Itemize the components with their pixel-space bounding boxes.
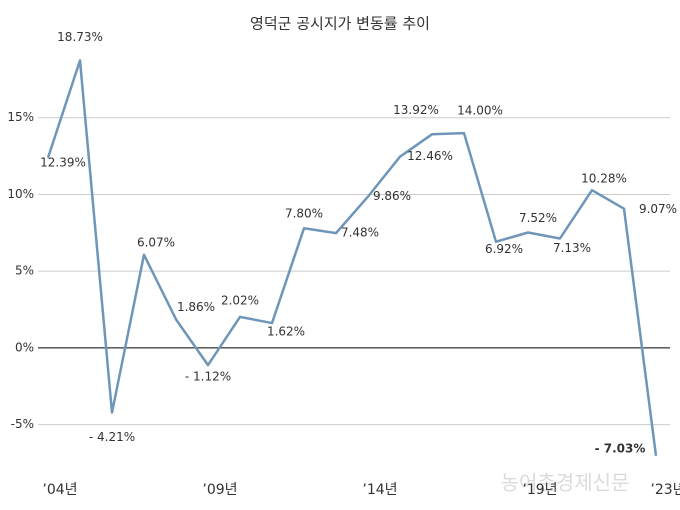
y-tick-label: 5% <box>15 264 34 278</box>
data-label: 12.46% <box>407 149 453 163</box>
x-tick-label: ’14년 <box>362 482 397 498</box>
data-label: 6.92% <box>485 242 523 256</box>
data-label: - 1.12% <box>185 370 231 384</box>
data-label: 9.07% <box>639 202 677 216</box>
data-label: 2.02% <box>221 293 259 307</box>
data-label: 6.07% <box>137 235 175 249</box>
data-label: 7.80% <box>285 207 323 221</box>
data-label: 1.62% <box>267 325 305 339</box>
watermark: 농어촌경제신문 <box>501 471 630 495</box>
data-label: 7.13% <box>553 241 591 255</box>
data-label: 9.86% <box>373 189 411 203</box>
y-tick-label: 0% <box>15 340 34 354</box>
y-tick-label: -5% <box>11 417 34 431</box>
y-tick-label: 10% <box>7 187 34 201</box>
data-label: 7.52% <box>519 211 557 225</box>
x-tick-label: ’23년 <box>650 482 680 498</box>
chart-title: 영덕군 공시지가 변동률 추이 <box>250 15 430 33</box>
x-tick-label: ’04년 <box>42 482 77 498</box>
x-tick-label: ’09년 <box>202 482 237 498</box>
data-label: 7.48% <box>341 226 379 240</box>
data-label: 13.92% <box>393 103 439 117</box>
y-tick-label: 15% <box>7 110 34 124</box>
data-label: 10.28% <box>581 172 627 186</box>
data-label: - 4.21% <box>89 430 135 444</box>
line <box>46 59 658 456</box>
data-label: 1.86% <box>177 300 215 314</box>
data-label: 18.73% <box>57 30 103 44</box>
data-label: - 7.03% <box>595 441 646 455</box>
data-label: 14.00% <box>457 104 503 118</box>
x-tick-label: ’19년 <box>522 482 557 498</box>
data-label: 12.39% <box>40 155 86 169</box>
